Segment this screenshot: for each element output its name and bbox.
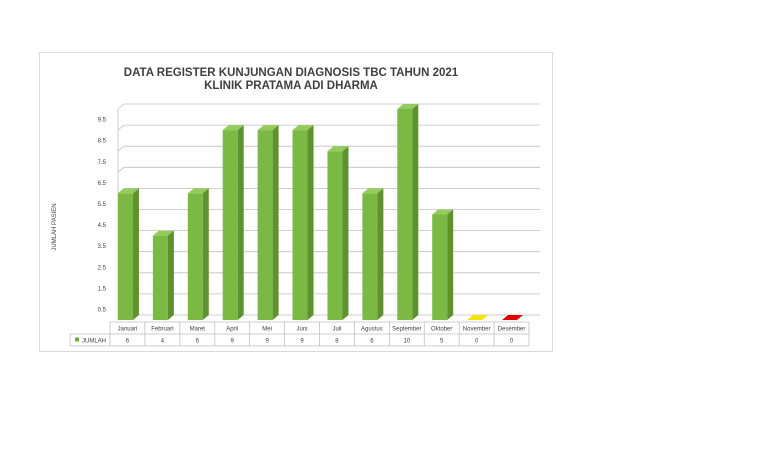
data-label: 8	[335, 339, 339, 345]
bar-side	[412, 104, 419, 320]
bar-top	[362, 188, 384, 194]
category-label: Januari	[118, 327, 138, 333]
bar-side	[307, 125, 314, 320]
bar-chart: DATA REGISTER KUNJUNGAN DIAGNOSIS TBC TA…	[52, 67, 540, 347]
gridline-depth	[117, 166, 125, 173]
bar-desember	[502, 315, 524, 320]
category-label: Juni	[297, 327, 308, 333]
bar-front	[187, 193, 203, 320]
bar-juni	[292, 125, 314, 320]
bar-top	[432, 209, 454, 215]
data-label: 6	[196, 339, 200, 345]
bar-front	[222, 130, 238, 320]
bar-juli	[327, 146, 349, 320]
gridline-depth	[117, 145, 125, 152]
y-tick-label: 6.5	[98, 181, 107, 187]
bar-front	[432, 214, 448, 320]
bar-januari	[117, 188, 139, 320]
category-label: Juli	[332, 327, 341, 333]
bar-mei	[257, 125, 279, 320]
bar-front	[152, 235, 168, 320]
category-label: Oktober	[431, 327, 452, 333]
bar-top	[117, 188, 139, 194]
bar-side	[237, 125, 244, 320]
data-label: 0	[510, 339, 514, 345]
bar-februari	[152, 230, 174, 320]
bar-front	[397, 109, 413, 320]
bar-side	[202, 188, 209, 320]
category-label: April	[226, 327, 238, 333]
data-label: 9	[265, 339, 269, 345]
category-label: November	[463, 327, 491, 333]
chart-title-line-2: KLINIK PRATAMA ADI DHARMA	[204, 80, 378, 92]
bar-agustus	[362, 188, 384, 320]
bar-side	[272, 125, 279, 320]
bar-maret	[187, 188, 209, 320]
bar-oktober	[432, 209, 454, 320]
data-table: Januari Februari Maret April Mei Juni Juli Agus…	[69, 321, 530, 347]
y-tick-label: 5.5	[98, 202, 107, 208]
bar-november	[467, 315, 489, 320]
legend-swatch	[75, 337, 79, 342]
bar-front	[362, 193, 378, 320]
bar-september	[397, 104, 419, 320]
y-tick-label: 0.5	[98, 307, 107, 313]
bar-side	[167, 230, 174, 320]
y-tick-label: 1.5	[98, 286, 107, 292]
bar-top	[152, 230, 174, 236]
bar-top	[397, 104, 419, 109]
chart-title: DATA REGISTER KUNJUNGAN DIAGNOSIS TBC TA…	[124, 67, 459, 92]
bar-side	[132, 188, 139, 320]
data-label: 0	[475, 339, 479, 345]
y-tick-label: 2.5	[98, 265, 107, 271]
bar-top	[292, 125, 314, 131]
bar-side	[447, 209, 454, 320]
y-tick-label: 9.5	[98, 118, 107, 124]
category-label: Mei	[262, 327, 272, 333]
gridline-depth	[117, 103, 125, 110]
data-label: 6	[126, 339, 130, 345]
category-label: Februari	[151, 327, 173, 333]
gridline-depth	[117, 124, 125, 131]
bars	[117, 104, 524, 320]
bar-front	[117, 193, 133, 320]
bar-top	[187, 188, 209, 194]
y-tick-label: 3.5	[98, 244, 107, 250]
category-label: Maret	[190, 327, 206, 333]
chart-frame: DATA REGISTER KUNJUNGAN DIAGNOSIS TBC TA…	[39, 52, 553, 352]
chart-title-line-1: DATA REGISTER KUNJUNGAN DIAGNOSIS TBC TA…	[124, 67, 459, 79]
category-label: Agustus	[361, 327, 383, 333]
legend-series-name: JUMLAH	[82, 339, 106, 345]
data-label: 10	[403, 339, 410, 345]
y-tick-label: 8.5	[98, 139, 107, 145]
bar-front	[257, 130, 273, 320]
y-tick-label: 7.5	[98, 160, 107, 166]
data-label: 5	[440, 339, 444, 345]
y-tick-label: 4.5	[98, 223, 107, 229]
bar-top	[257, 125, 279, 131]
bar-zero-marker	[467, 315, 489, 320]
category-label: September	[392, 327, 421, 333]
bar-side	[377, 188, 384, 320]
data-label: 6	[370, 339, 374, 345]
bar-april	[222, 125, 244, 320]
bar-top	[222, 125, 244, 131]
data-label: 9	[231, 339, 235, 345]
bar-front	[327, 151, 343, 320]
data-label: 9	[300, 339, 304, 345]
bar-front	[292, 130, 308, 320]
bar-zero-marker	[502, 315, 524, 320]
y-axis-ticks: 0.5 1.5 2.5 3.5 4.5 5.5 6.5 7.5 8.5 9.5	[98, 118, 107, 314]
category-label: Desember	[498, 327, 526, 333]
bar-side	[342, 146, 349, 320]
data-label: 4	[161, 339, 165, 345]
y-axis-label: JUMLAH PASIEN	[52, 203, 58, 250]
bar-top	[327, 146, 349, 152]
